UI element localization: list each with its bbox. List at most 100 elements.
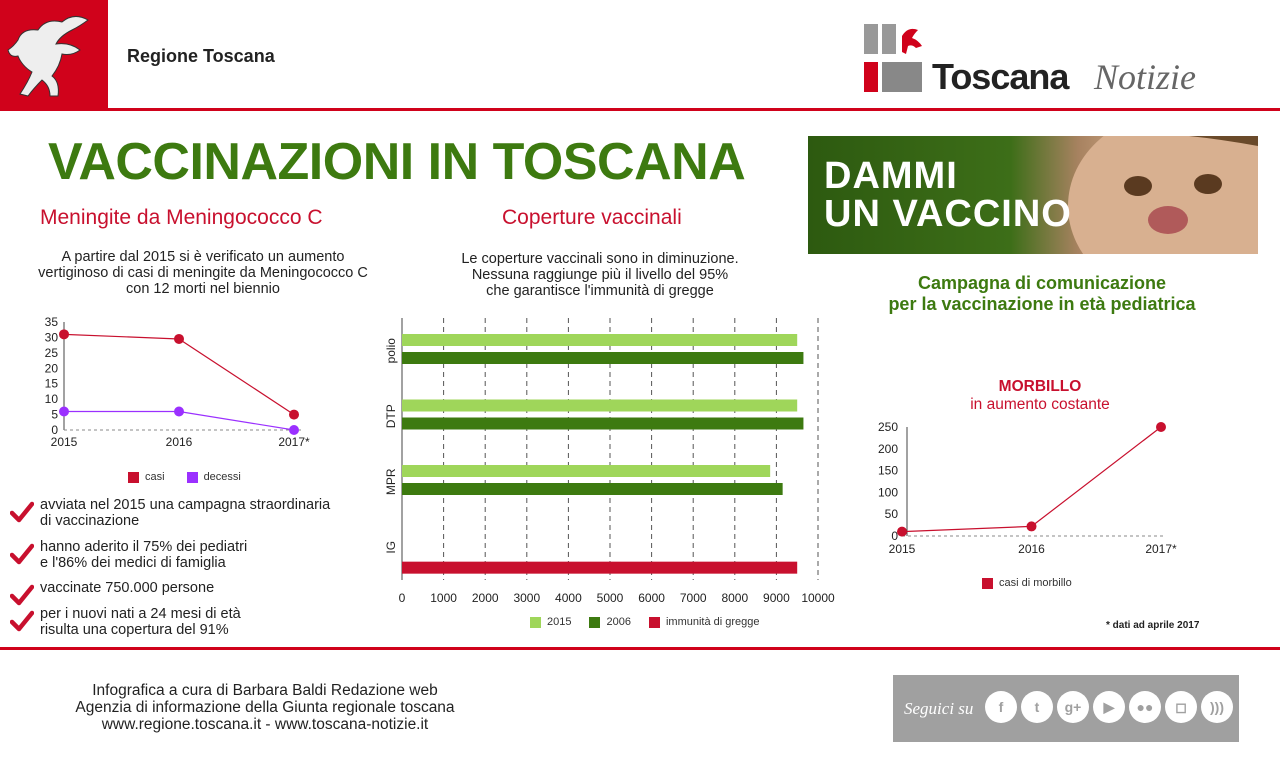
x-tick-label: 3000 bbox=[513, 591, 540, 605]
x-tick-label: 2016 bbox=[166, 435, 193, 449]
x-tick-label: 2017* bbox=[278, 435, 310, 449]
bar-2006 bbox=[402, 417, 804, 430]
category-label: MPR bbox=[384, 468, 398, 495]
measles-line-chart: 0 50 100 150 200 250 2015 2016 2017* bbox=[878, 420, 1177, 556]
follow-label: Seguici su bbox=[904, 699, 974, 718]
legend-swatch-decessi bbox=[186, 471, 198, 483]
twitter-icon[interactable]: t bbox=[1021, 691, 1053, 723]
region-logo-block bbox=[0, 0, 108, 108]
brand-main: Toscana bbox=[932, 56, 1069, 97]
header-divider bbox=[0, 108, 1280, 111]
bar-2015 bbox=[402, 465, 771, 477]
page-title: VACCINAZIONI IN TOSCANA bbox=[48, 133, 746, 191]
y-tick-label: 150 bbox=[878, 464, 898, 478]
data-point bbox=[289, 409, 299, 420]
data-point bbox=[289, 425, 299, 435]
x-tick-label: 6000 bbox=[638, 591, 665, 605]
legend-swatch-2006 bbox=[589, 616, 601, 628]
checkmark-icon bbox=[10, 584, 34, 606]
checkmark-icon bbox=[10, 610, 34, 632]
category-label: polio bbox=[384, 338, 398, 364]
x-tick-label: 2016 bbox=[1018, 542, 1045, 556]
bar-2015 bbox=[402, 334, 798, 346]
y-tick-label: 25 bbox=[45, 346, 59, 360]
coverage-bar-chart: 0 1000 2000 3000 4000 5000 6000 7000 8000 9000 100… bbox=[384, 318, 835, 605]
legend-swatch-casi bbox=[128, 471, 139, 483]
x-tick-label: 8000 bbox=[721, 591, 748, 605]
footer-links[interactable]: www.regione.toscana.it - www.toscana-not… bbox=[101, 716, 429, 733]
footer-credits: Infografica a cura di Barbara Baldi Reda… bbox=[0, 682, 530, 733]
data-point bbox=[1156, 422, 1166, 432]
facebook-icon[interactable]: f bbox=[985, 691, 1017, 723]
y-tick-label: 30 bbox=[45, 330, 59, 344]
data-point bbox=[174, 406, 184, 417]
bar-immunità di gregge bbox=[402, 561, 798, 574]
data-point bbox=[897, 526, 907, 537]
checklist-item: hanno aderito il 75% dei pediatri e l'86%… bbox=[10, 539, 360, 579]
x-tick-label: 2017* bbox=[1145, 542, 1177, 556]
legend-swatch-morbillo bbox=[982, 577, 993, 589]
x-tick-label: 10000 bbox=[801, 591, 835, 605]
meningitis-desc: A partire dal 2015 si è verificato un au… bbox=[38, 249, 368, 297]
x-tick-label: 9000 bbox=[763, 591, 790, 605]
checklist-item: avviata nel 2015 una campagna straordina… bbox=[10, 497, 360, 537]
x-tick-label: 1000 bbox=[430, 591, 457, 605]
region-name: Regione Toscana bbox=[127, 46, 275, 66]
legend-swatch-2015 bbox=[530, 616, 541, 628]
coverage-desc: Le coperture vaccinali sono in diminuzio… bbox=[461, 251, 739, 299]
x-tick-label: 2015 bbox=[889, 542, 916, 556]
series-line-casi bbox=[63, 333, 295, 416]
x-tick-label: 4000 bbox=[555, 591, 582, 605]
data-point bbox=[174, 333, 184, 344]
x-tick-label: 2015 bbox=[51, 435, 78, 449]
data-point bbox=[1026, 521, 1037, 532]
rss-icon[interactable]: ))) bbox=[1201, 691, 1233, 723]
checklist-text: hanno aderito il 75% dei pediatri e l'86%… bbox=[40, 539, 248, 571]
youtube-icon[interactable]: ▶ bbox=[1093, 691, 1125, 723]
social-icons: f t g+ ▶ ●● ◻))) bbox=[985, 691, 1233, 723]
checklist-item: per i nuovi nati a 24 mesi di età risulta… bbox=[10, 606, 360, 646]
x-tick-label: 2000 bbox=[472, 591, 499, 605]
checklist-text: avviata nel 2015 una campagna straordina… bbox=[40, 497, 331, 529]
x-tick-label: 0 bbox=[399, 591, 406, 605]
campaign-subtitle: Campagna di comunicazione per la vaccina… bbox=[888, 273, 1196, 314]
x-tick-label: 7000 bbox=[680, 591, 707, 605]
meningitis-title: Meningite da Meningococco C bbox=[40, 206, 323, 229]
measles-title: MORBILLO in aumento costante bbox=[970, 378, 1110, 413]
data-note: * dati ad aprile 2017 bbox=[1106, 620, 1200, 631]
social-bar: Seguici su f t g+ ▶ ●● ◻))) bbox=[893, 675, 1239, 742]
bar-2015 bbox=[402, 399, 798, 412]
data-point bbox=[59, 329, 69, 340]
y-tick-label: 15 bbox=[45, 377, 59, 391]
y-tick-label: 10 bbox=[45, 392, 59, 406]
y-tick-label: 100 bbox=[878, 485, 898, 499]
banner-line1: DAMMI bbox=[824, 155, 958, 197]
checklist-item: vaccinate 750.000 persone bbox=[10, 580, 360, 620]
footer-divider bbox=[0, 647, 1280, 650]
y-tick-label: 5 bbox=[51, 408, 58, 422]
toscana-notizie-logo: Toscana Notizie bbox=[862, 22, 1222, 98]
brand-italic: Notizie bbox=[1094, 57, 1197, 97]
bar-2006 bbox=[402, 483, 783, 495]
checkmark-icon bbox=[10, 543, 34, 565]
checklist-text: per i nuovi nati a 24 mesi di età risulta… bbox=[40, 606, 241, 638]
y-tick-label: 35 bbox=[45, 315, 59, 329]
flickr-icon[interactable]: ●● bbox=[1129, 691, 1161, 723]
instagram-icon[interactable]: ◻ bbox=[1165, 691, 1197, 723]
bar-2006 bbox=[402, 352, 804, 364]
y-tick-label: 0 bbox=[51, 423, 58, 437]
google-plus-icon[interactable]: g+ bbox=[1057, 691, 1089, 723]
x-tick-label: 5000 bbox=[597, 591, 624, 605]
category-label: DTP bbox=[384, 404, 398, 428]
tn-logo-icon bbox=[864, 24, 922, 92]
checkmark-icon bbox=[10, 501, 34, 523]
checklist-text: vaccinate 750.000 persone bbox=[40, 580, 215, 596]
coverage-legend: 2015 2006 immunità di gregge bbox=[530, 616, 760, 628]
child-photo-image bbox=[1068, 136, 1258, 254]
pegasus-logo-icon bbox=[7, 16, 89, 97]
y-tick-label: 50 bbox=[885, 507, 899, 521]
banner-line2: UN VACCINO bbox=[824, 193, 1072, 235]
y-tick-label: 200 bbox=[878, 442, 898, 456]
meningitis-legend: casi decessi bbox=[128, 471, 241, 483]
